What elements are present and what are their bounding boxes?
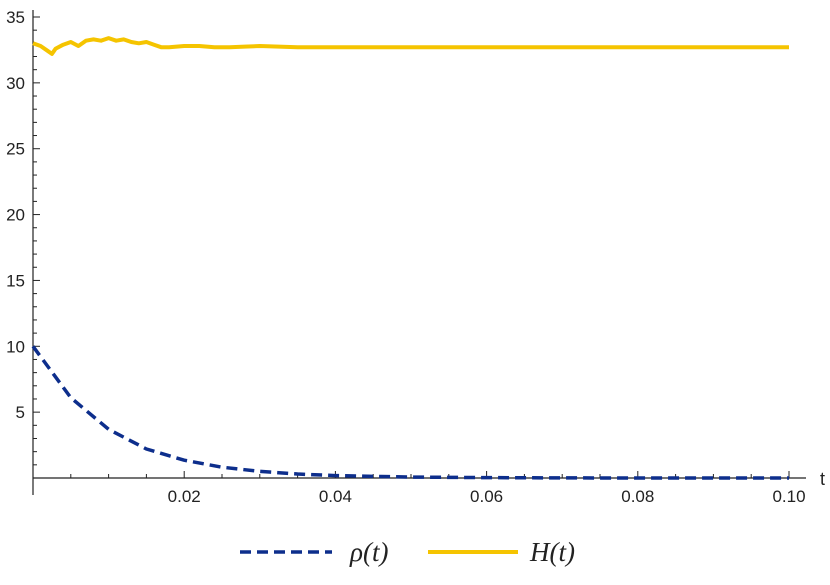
y-tick-label: 10 xyxy=(6,337,25,356)
y-tick-label: 15 xyxy=(6,271,25,290)
y-tick-label: 25 xyxy=(6,140,25,159)
series-layer xyxy=(31,36,789,480)
x-axis-title: t xyxy=(820,469,825,489)
x-tick-label: 0.08 xyxy=(621,487,654,506)
y-tick-label: 30 xyxy=(6,74,25,93)
x-tick-label: 0.02 xyxy=(168,487,201,506)
series-line-rho xyxy=(31,345,789,480)
legend-label: ρ(t) xyxy=(349,537,388,567)
y-tick-label: 5 xyxy=(16,403,25,422)
tick-labels: 0.02 0.04 0.06 0.08 0.10 5 10 15 20 25 30 35 xyxy=(6,8,805,506)
series-line-h xyxy=(32,36,789,56)
legend-label: H(t) xyxy=(529,537,575,567)
x-tick-label: 0.04 xyxy=(319,487,352,506)
y-tick-label: 35 xyxy=(6,8,25,27)
axes: t xyxy=(32,10,825,495)
x-tick-label: 0.10 xyxy=(772,487,805,506)
x-tick-label: 0.06 xyxy=(470,487,503,506)
legend: ρ(t) H(t) xyxy=(240,537,575,567)
tick-marks xyxy=(32,16,790,479)
y-tick-label: 20 xyxy=(6,206,25,225)
